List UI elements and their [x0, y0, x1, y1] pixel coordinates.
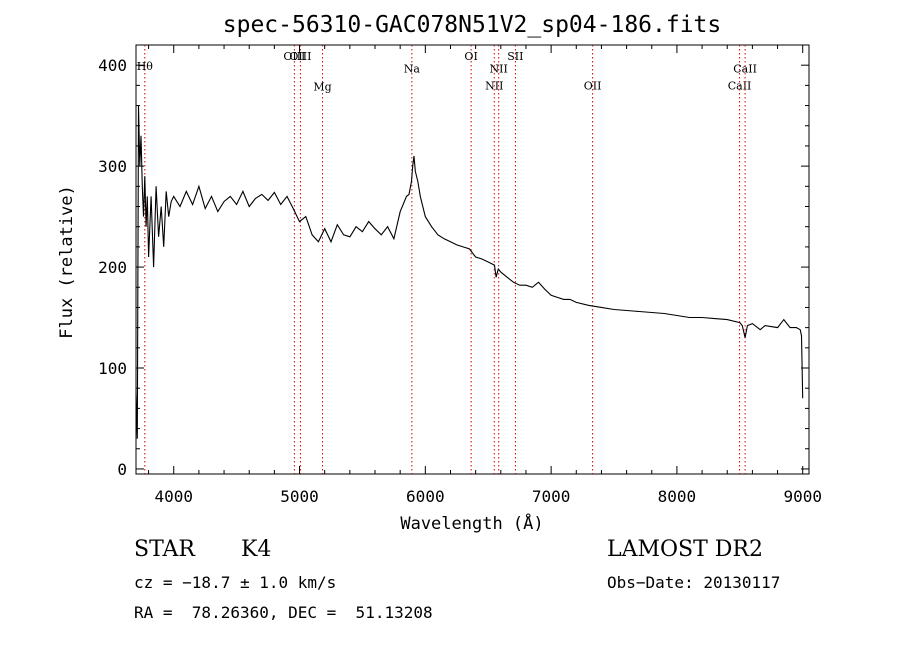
subclass-label: K4	[241, 537, 272, 562]
coords-label: RA = 78.26360, DEC = 51.13208	[134, 603, 433, 622]
y-tick-label: 0	[117, 460, 127, 479]
x-axis-label: Wavelength (Å)	[400, 512, 543, 534]
emission-line-label: CaII	[728, 79, 752, 92]
y-axis: 0 100 200 300 400	[98, 56, 809, 479]
emission-line-label: OII	[584, 79, 602, 92]
plot-frame	[135, 44, 810, 475]
x-tick-label: 9000	[783, 487, 822, 506]
emission-line-label: Hθ	[137, 60, 154, 73]
x-tick-label: 6000	[406, 487, 445, 506]
x-tick-label: 5000	[280, 487, 319, 506]
y-tick-label: 300	[98, 157, 127, 176]
y-tick-label: 200	[98, 258, 127, 277]
survey-label: LAMOST DR2	[607, 537, 763, 562]
emission-line-label: OI	[464, 50, 477, 63]
x-tick-label: 8000	[658, 487, 697, 506]
emission-line-label: OIII	[283, 50, 305, 63]
spectrum-series	[135, 105, 804, 439]
obs-date-label: Obs−Date: 20130117	[607, 573, 781, 592]
emission-line-label: SII	[507, 50, 523, 63]
y-tick-label: 400	[98, 56, 127, 75]
emission-line-label: NII	[485, 79, 503, 92]
class-label: STAR	[134, 537, 195, 562]
emission-line-label: CaII	[733, 62, 757, 75]
emission-line-label: OIII	[289, 50, 311, 63]
spectrum-line	[135, 105, 804, 439]
emission-line-label: NII	[490, 62, 508, 75]
emission-line-label: Na	[404, 62, 421, 75]
redshift-label: cz = −18.7 ± 1.0 km/s	[134, 573, 337, 592]
y-axis-label: Flux (relative)	[57, 185, 77, 339]
emission-line-label: Mg	[313, 80, 331, 93]
chart-title: spec-56310-GAC078N51V2_sp04-186.fits	[223, 12, 722, 38]
x-axis: 4000 5000 6000 7000 8000 9000	[148, 45, 822, 506]
x-tick-label: 4000	[154, 487, 193, 506]
x-tick-label: 7000	[532, 487, 571, 506]
y-tick-label: 100	[98, 359, 127, 378]
